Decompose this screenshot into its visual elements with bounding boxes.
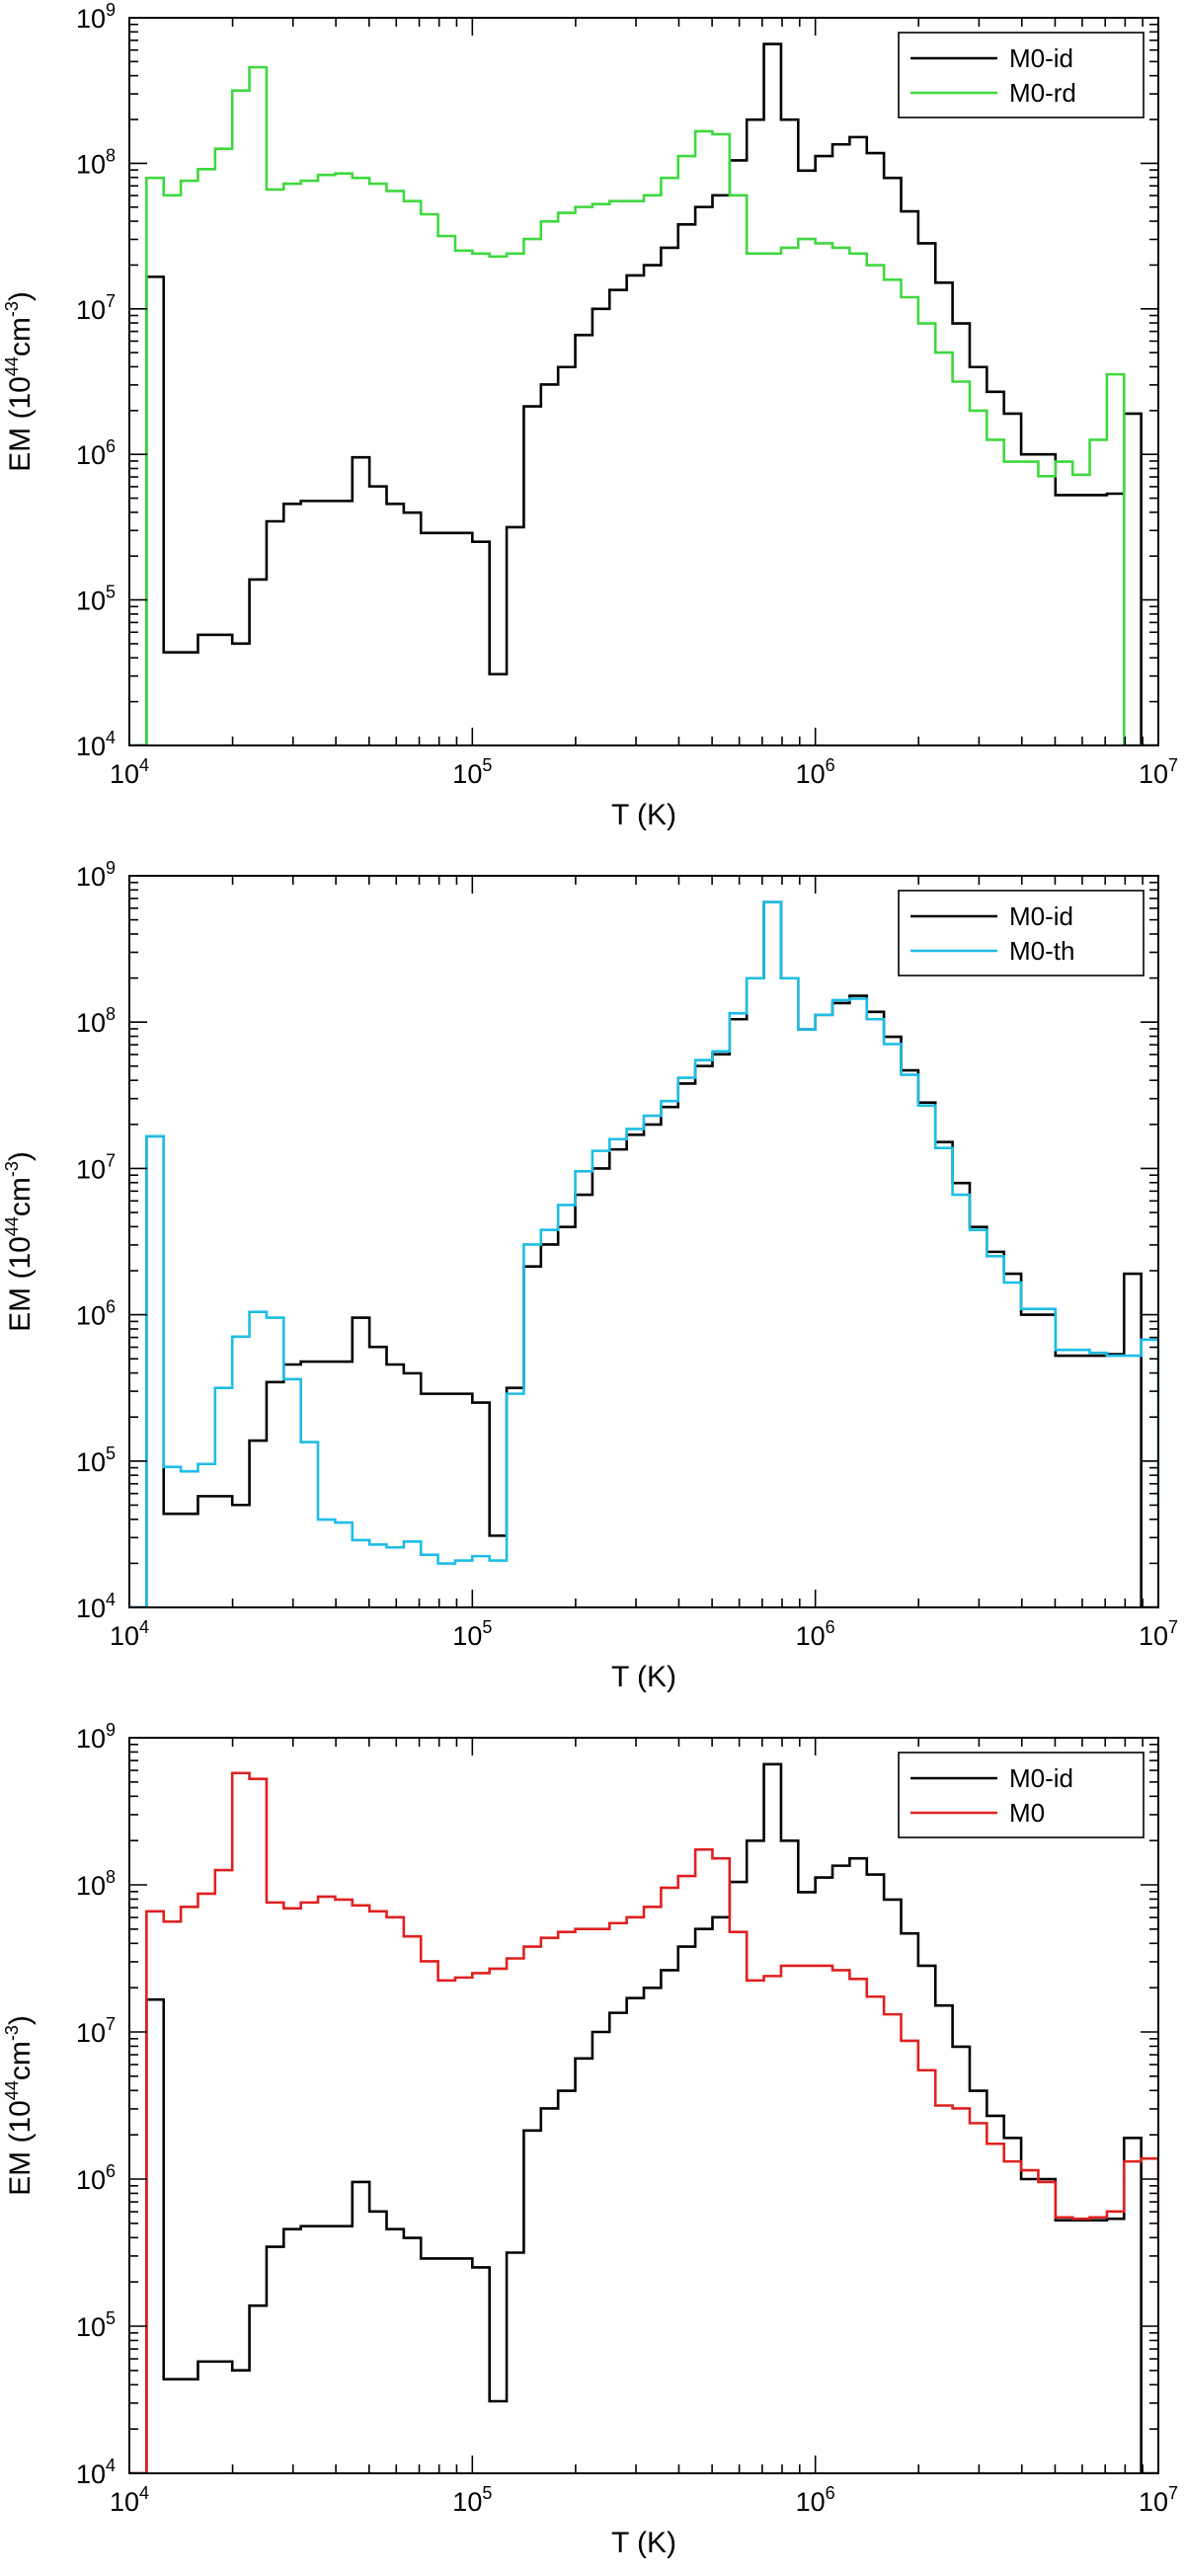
y-tick-label: 107	[76, 291, 116, 325]
legend-label-m0-th: M0-th	[1009, 936, 1074, 966]
y-tick-label: 105	[76, 583, 116, 616]
legend-label-m0-id: M0-id	[1009, 43, 1073, 73]
y-tick-label: 105	[76, 1444, 116, 1477]
series-line-m0-id	[129, 900, 1158, 1607]
series-line-m0-id	[129, 42, 1158, 745]
plot-frame	[128, 17, 1159, 746]
y-axis-label: EM (1044cm-3)	[2, 291, 37, 472]
x-axis-label: T (K)	[611, 2527, 676, 2559]
y-tick-label: 109	[76, 858, 116, 892]
y-tick-label: 107	[76, 1150, 116, 1184]
series-line-m0-id	[129, 1762, 1158, 2473]
y-tick-label: 104	[76, 728, 116, 761]
chart-panel-3: 104 105 106 107 104 105 106 107 108 109 T (K) EM (1…	[2, 1720, 1178, 2559]
legend: M0-id M0	[898, 1752, 1145, 1838]
y-axis-label: EM (1044cm-3)	[2, 2015, 37, 2196]
legend-box	[898, 32, 1145, 118]
y-axis-label: EM (1044cm-3)	[2, 1151, 37, 1332]
x-tick-label: 106	[796, 1617, 835, 1651]
chart-panel-1: 104 105 106 107 104 105 106 107 108 109 T (K) EM (1…	[2, 0, 1178, 831]
x-tick-label: 107	[1139, 1617, 1178, 1651]
y-tick-label: 106	[76, 2161, 116, 2195]
y-tick-label: 108	[76, 1867, 116, 1901]
legend-label-m0-id: M0-id	[1009, 901, 1073, 931]
y-tick-label: 109	[76, 0, 116, 34]
x-tick-label: 104	[110, 1617, 149, 1651]
x-tick-label: 106	[796, 755, 835, 789]
y-tick-label: 106	[76, 1297, 116, 1331]
x-tick-label: 104	[110, 2483, 149, 2517]
legend: M0-id M0-th	[898, 890, 1145, 976]
y-tick-label: 108	[76, 1004, 116, 1038]
y-tick-label: 109	[76, 1720, 116, 1754]
x-tick-label: 105	[452, 755, 492, 789]
legend-box	[898, 890, 1145, 976]
series-line-m0-th	[129, 900, 1158, 1607]
x-axis-label: T (K)	[611, 1661, 676, 1693]
y-tick-label: 105	[76, 2308, 116, 2342]
plot-frame	[128, 875, 1159, 1608]
y-tick-label: 106	[76, 436, 116, 470]
legend-box	[898, 1752, 1145, 1838]
series-line-m0	[129, 1771, 1158, 2473]
legend-label-m0-rd: M0-rd	[1009, 78, 1076, 108]
legend: M0-id M0-rd	[898, 32, 1145, 118]
x-tick-label: 106	[796, 2483, 835, 2517]
chart-panel-2: 104 105 106 107 104 105 106 107 108 109 T (K) EM (1…	[2, 858, 1178, 1693]
legend-label-m0: M0	[1009, 1798, 1045, 1828]
y-tick-label: 107	[76, 2014, 116, 2048]
x-tick-label: 107	[1139, 2483, 1178, 2517]
y-tick-label: 104	[76, 2456, 116, 2489]
plot-frame	[128, 1737, 1159, 2474]
legend-label-m0-id: M0-id	[1009, 1763, 1073, 1793]
x-tick-label: 104	[110, 755, 149, 789]
y-tick-label: 108	[76, 145, 116, 179]
y-tick-label: 104	[76, 1590, 116, 1623]
x-tick-label: 107	[1139, 755, 1178, 789]
series-line-m0-rd	[129, 65, 1158, 745]
x-tick-label: 105	[452, 1617, 492, 1651]
x-axis-label: T (K)	[611, 799, 676, 831]
x-tick-label: 105	[452, 2483, 492, 2517]
